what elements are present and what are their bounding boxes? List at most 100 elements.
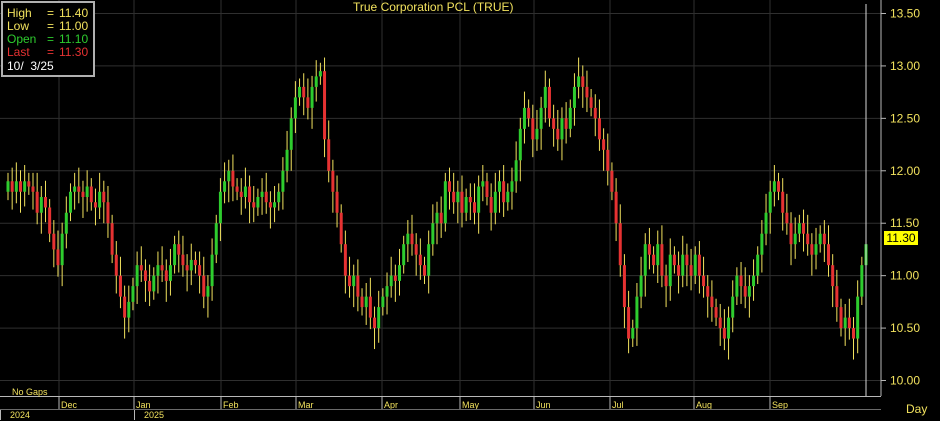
candle-body (289, 118, 293, 150)
candle-body (756, 254, 760, 276)
candle-body (818, 233, 822, 245)
candle-body (293, 97, 297, 119)
candle-body (672, 254, 676, 266)
candle-body (139, 265, 143, 271)
candle-body (847, 317, 851, 329)
candle-body (343, 244, 347, 276)
candle-body (631, 328, 635, 339)
candle-body (143, 270, 147, 281)
candle-body (597, 118, 601, 140)
price-tick-label: 10.00 (890, 374, 920, 388)
candle-body (722, 328, 726, 339)
candle-body (85, 186, 89, 197)
chart-title: True Corporation PCL (TRUE) (353, 0, 514, 14)
period-selector[interactable]: Day (906, 402, 928, 416)
ohlc-open-row: Open = 11.10 (7, 33, 88, 46)
candle-body (731, 296, 735, 318)
candle-body (514, 160, 518, 182)
candle-body (310, 86, 314, 108)
candle-body (785, 212, 789, 224)
candle-body (481, 181, 485, 187)
month-label: Dec (61, 400, 78, 410)
candle-body (856, 296, 860, 339)
candle-body (393, 275, 397, 281)
candle-body (781, 191, 785, 213)
candle-body (114, 254, 118, 276)
candle-body (402, 244, 406, 266)
candle-body (543, 86, 547, 108)
candle-body (460, 191, 464, 213)
candle-body (218, 191, 222, 224)
candle-body (614, 191, 618, 224)
candle-body (173, 244, 177, 266)
ohlc-high-row: High = 11.40 (7, 7, 88, 20)
candle-body (264, 191, 268, 203)
candle-body (206, 286, 210, 297)
candle-body (560, 118, 564, 140)
candle-body (772, 181, 776, 192)
candle-body (435, 212, 439, 224)
candle-body (439, 212, 443, 224)
candle-body (539, 107, 543, 129)
candle-body (552, 118, 556, 129)
candle-body (68, 191, 72, 213)
equals-sign: = (47, 19, 55, 33)
candle-body (152, 275, 156, 292)
candle-body (656, 244, 660, 266)
candle-body (277, 191, 281, 203)
candle-body (652, 254, 656, 266)
candle-body (452, 191, 456, 203)
candle-body (364, 296, 368, 308)
equals-sign: = (47, 6, 55, 20)
candle-body (427, 244, 431, 276)
candle-body (223, 181, 227, 192)
month-label: Sep (772, 400, 788, 410)
candle-body (268, 202, 272, 208)
candle-body (348, 275, 352, 287)
no-gaps-toggle[interactable]: No Gaps (12, 387, 48, 397)
candle-body (764, 212, 768, 234)
candle-body (535, 128, 539, 140)
price-tick-label: 10.50 (890, 321, 920, 335)
candle-body (806, 233, 810, 245)
candle-body (735, 275, 739, 297)
candle-body (185, 265, 189, 271)
candle-body (489, 197, 493, 213)
candle-body (48, 207, 52, 234)
candle-body (447, 181, 451, 192)
candle-body (273, 202, 277, 208)
last-price-tag: 11.30 (884, 231, 918, 245)
candle-body (14, 181, 18, 192)
candle-body (510, 181, 514, 192)
candle-body (106, 202, 110, 224)
candle-body (585, 86, 589, 98)
month-label: Jul (612, 400, 624, 410)
candle-body (472, 202, 476, 213)
candle-body (27, 181, 31, 187)
price-axis: 13.50 13.00 12.50 12.00 11.50 11.00 10.50 10.00 (881, 6, 920, 388)
open-label: Open (7, 32, 37, 46)
month-label: May (462, 400, 480, 410)
candle-body (506, 191, 510, 203)
candlestick-series (6, 57, 868, 360)
candle-body (518, 128, 522, 161)
candle-body (639, 275, 643, 297)
candle-body (497, 181, 501, 192)
candle-body (706, 286, 710, 297)
candle-body (77, 186, 81, 192)
candle-body (702, 275, 706, 287)
candle-body (602, 139, 606, 150)
equals-sign: = (47, 32, 55, 46)
candle-body (502, 181, 506, 203)
price-tick-label: 11.00 (890, 269, 919, 283)
candle-body (485, 181, 489, 197)
candle-body (797, 223, 801, 234)
candle-body (31, 186, 35, 192)
candle-body (710, 296, 714, 308)
candle-body (243, 186, 247, 197)
candle-body (827, 244, 831, 266)
candle-body (56, 249, 60, 266)
open-value: 11.10 (59, 32, 89, 46)
candle-body (793, 233, 797, 245)
